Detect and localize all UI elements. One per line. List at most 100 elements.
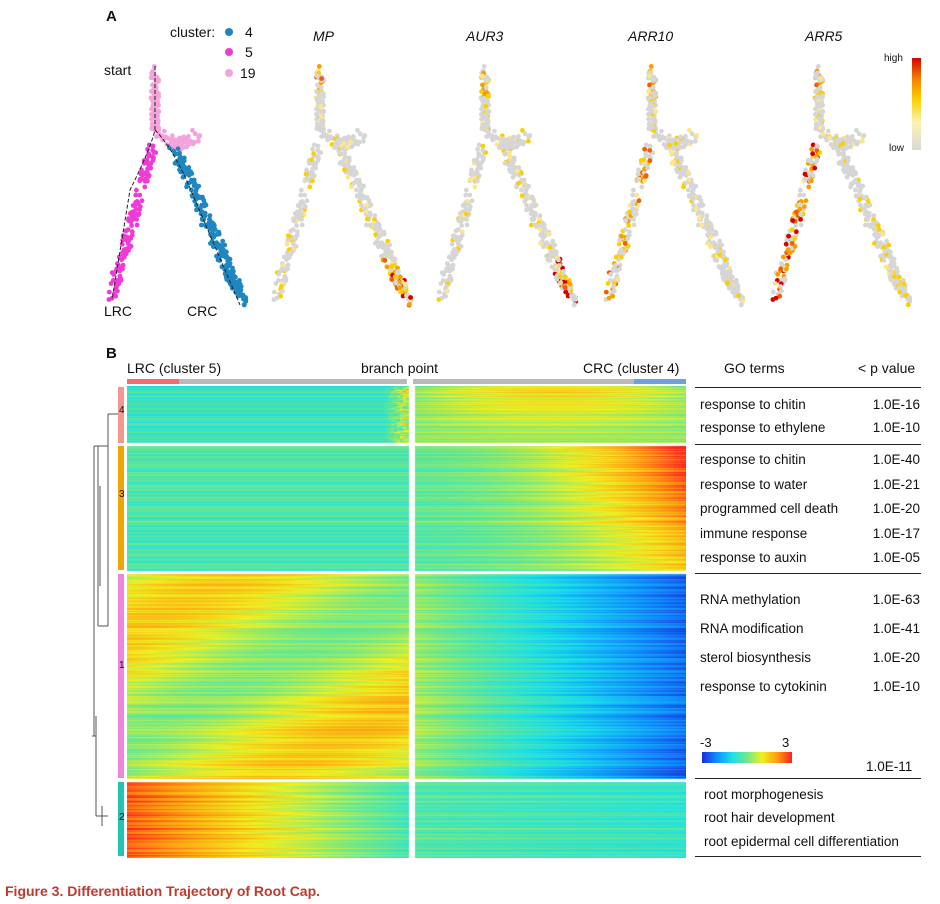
cell-point <box>554 249 559 255</box>
cell-point <box>196 206 202 212</box>
cell-point <box>367 210 373 216</box>
cell-point <box>469 176 474 182</box>
cell-point <box>509 162 515 168</box>
cell-point <box>843 162 849 168</box>
cell-point <box>669 160 675 166</box>
cell-point <box>133 192 139 198</box>
cell-point <box>346 134 351 140</box>
cell-point <box>673 140 679 146</box>
cell-point <box>212 227 218 232</box>
cell-point <box>382 258 388 263</box>
cell-point <box>188 138 194 144</box>
cell-point <box>538 241 543 246</box>
cell-point <box>792 236 798 241</box>
cell-point <box>681 144 686 150</box>
cell-point <box>299 217 304 222</box>
cell-point <box>170 142 175 148</box>
cell-point <box>484 118 490 123</box>
cell-point <box>463 192 469 198</box>
cell-point <box>537 213 543 219</box>
cell-point <box>150 123 155 129</box>
cell-point <box>192 131 198 137</box>
cell-point <box>716 264 722 270</box>
cell-point <box>227 274 233 279</box>
cell-point <box>863 202 869 208</box>
cell-point <box>814 147 820 153</box>
cell-point <box>365 216 370 222</box>
cell-point <box>109 295 115 301</box>
cell-point <box>622 227 628 233</box>
go-row: root morphogenesis <box>704 787 924 802</box>
cell-point <box>372 226 378 232</box>
cell-point <box>697 216 702 222</box>
cell-point <box>367 222 373 228</box>
header-branch-point: branch point <box>361 360 439 376</box>
cell-point <box>344 162 350 168</box>
legend-dot-cluster-4 <box>225 28 233 36</box>
go-table-rule-bottom <box>695 856 921 857</box>
cell-point <box>284 241 290 247</box>
cell-point <box>656 134 662 140</box>
cell-point <box>563 289 569 295</box>
cell-point <box>630 202 636 208</box>
cell-point <box>875 234 881 240</box>
cell-point <box>844 174 850 180</box>
cell-point <box>626 229 632 235</box>
cell-point <box>293 243 299 249</box>
cell-point <box>293 236 299 241</box>
cell-point <box>650 85 656 90</box>
cell-point <box>778 284 783 289</box>
cell-point <box>803 176 808 182</box>
cell-point <box>571 302 577 307</box>
cell-point <box>290 241 296 246</box>
cell-point <box>125 241 131 246</box>
colorbar-max-label: 3 <box>782 735 790 750</box>
cell-point <box>222 242 228 248</box>
cell-point <box>667 142 672 148</box>
cell-point <box>154 118 160 123</box>
cell-point <box>441 272 447 277</box>
cell-point <box>241 302 247 307</box>
cell-point <box>239 293 244 299</box>
cell-point <box>611 284 616 289</box>
cell-point <box>660 135 666 141</box>
cell-point <box>177 154 183 160</box>
cell-point <box>318 104 324 109</box>
label-crc: CRC <box>187 303 218 319</box>
go-table-rule <box>695 444 921 445</box>
panel-a-letter: A <box>106 8 117 25</box>
cell-point <box>730 289 736 295</box>
cell-point <box>626 223 631 229</box>
cell-point <box>458 236 464 241</box>
cell-point <box>680 139 686 145</box>
cell-point <box>647 143 653 149</box>
cell-point <box>647 123 652 129</box>
cell-point <box>857 196 863 202</box>
cell-point <box>617 266 622 272</box>
cluster-legend-title: cluster: <box>170 24 216 40</box>
expression-scale-bar <box>912 58 921 150</box>
cell-point <box>271 289 277 295</box>
cell-point <box>775 272 781 277</box>
cell-point <box>714 258 720 263</box>
cell-point <box>355 127 360 133</box>
cell-point <box>897 289 903 295</box>
go-row: response to chitin 1.0E-40 <box>700 452 920 467</box>
cell-point <box>845 134 850 140</box>
cell-point <box>384 264 390 270</box>
cell-point <box>389 277 395 282</box>
cell-point <box>349 184 354 190</box>
cell-point <box>890 257 895 263</box>
cell-point <box>646 73 652 79</box>
cell-point <box>342 150 347 156</box>
cell-point <box>351 180 357 186</box>
go-p-value: 1.0E-10 <box>872 679 920 694</box>
cell-point <box>397 285 403 290</box>
cell-point <box>681 184 686 190</box>
cell-point <box>552 242 558 248</box>
cell-point <box>813 89 818 94</box>
cell-point <box>643 142 649 148</box>
cell-point <box>623 218 628 223</box>
cell-point <box>610 293 616 299</box>
cell-point <box>507 167 512 173</box>
